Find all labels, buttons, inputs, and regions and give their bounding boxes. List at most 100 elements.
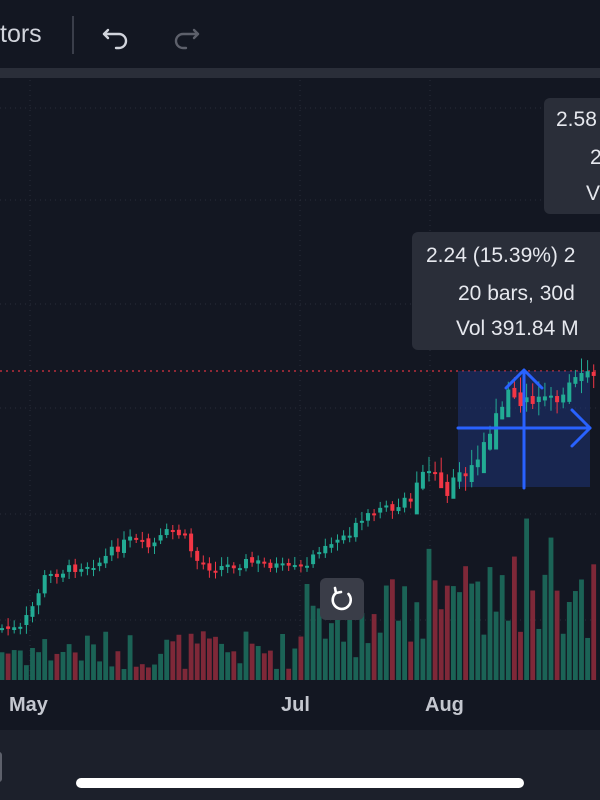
candle-body [414,482,419,515]
candle-body [549,395,553,398]
volume-bar [408,641,414,680]
volume-bar [146,667,151,680]
candle-body [500,406,505,420]
candle-body [170,530,175,533]
candle-body [231,565,236,569]
volume-bar [54,653,60,680]
candle-body [329,544,334,548]
volume-bar [310,605,316,680]
volume-bar [530,590,536,680]
candle-body [103,555,108,564]
volume-bar [359,613,365,680]
candle-body [128,536,133,541]
volume-bar [518,631,523,680]
candle-body [384,505,389,508]
price-tooltip-line3: V [586,182,600,205]
home-indicator[interactable] [76,778,524,788]
candle-body [250,557,255,563]
candle-body [54,573,59,578]
volume-bar [316,608,322,680]
volume-bar [91,644,96,680]
candle-body [30,606,35,617]
candle-body [219,566,224,570]
volume-bar [30,647,35,680]
price-chart[interactable] [0,78,600,730]
volume-bar [493,611,499,680]
volume-bar [243,631,249,680]
volume-bar [66,644,72,680]
candle-body [530,396,535,404]
volume-bar [176,634,182,680]
volume-bar [573,591,578,680]
volume-bar [451,586,456,680]
volume-bar [341,641,346,680]
candle-body [140,539,145,542]
volume-bar [512,556,517,680]
candle-body [445,481,450,496]
candle-body [237,568,242,571]
volume-bar [219,643,224,680]
measure-bars: 20 bars, 30d [458,282,575,305]
volume-bar [396,620,401,680]
volume-bar [127,635,133,680]
toolbar-divider [72,16,74,54]
candle-body [85,566,90,569]
candle-body [396,507,401,512]
candle-body [347,535,352,538]
candle-body [433,472,438,475]
candle-body [457,472,462,482]
volume-bar [261,653,267,680]
volume-bar [402,586,407,680]
candle-body [341,535,346,541]
candle-body [79,569,84,572]
volume-bar [225,652,231,680]
volume-bar [335,608,340,680]
toolbar-separator [0,68,600,78]
volume-bar [48,660,54,680]
volume-bar [255,646,261,680]
volume-bar [414,602,420,680]
volume-bar [390,579,395,680]
toolbar: tors [0,0,600,68]
reset-chart-button[interactable] [320,578,364,620]
chart-grid [0,80,600,680]
candle-body [201,562,206,565]
volume-bar [365,643,371,680]
volume-bar [152,664,157,680]
price-tooltip: 2.58 2 V [544,98,600,214]
volume-bar [463,566,468,680]
volume-bar [109,666,115,680]
candle-body [439,472,444,489]
volume-bar [274,668,279,680]
volume-bar [268,650,273,680]
undo-icon[interactable] [100,20,132,52]
volume-bar [17,650,23,680]
indicators-button[interactable]: tors [0,20,42,48]
measure-tooltip: 2.24 (15.39%) 2 20 bars, 30d Vol 391.84 … [412,232,600,350]
volume-bar [560,633,566,680]
candle-body [12,627,17,630]
candle-body [390,504,395,511]
candle-body [311,554,316,565]
volume-bar [505,620,511,680]
volume-bar [475,581,481,680]
volume-bar [469,583,475,680]
volume-bar [481,634,487,680]
volume-bar [194,643,200,680]
volume-bar [36,652,41,680]
volume-bar [280,633,285,680]
volume-bar [103,631,109,680]
candle-body [359,520,364,523]
volume-bar [304,584,310,680]
volume-bar [426,548,432,680]
redo-icon[interactable] [170,20,202,52]
volume-bar [182,668,188,680]
volume-bar [286,668,292,680]
candle-body [323,545,328,554]
volume-bar [188,633,194,680]
volume-bars [0,518,597,680]
candle-body [420,471,425,489]
candle-body [189,533,194,552]
candle-body [372,513,377,516]
candle-body [152,542,157,547]
